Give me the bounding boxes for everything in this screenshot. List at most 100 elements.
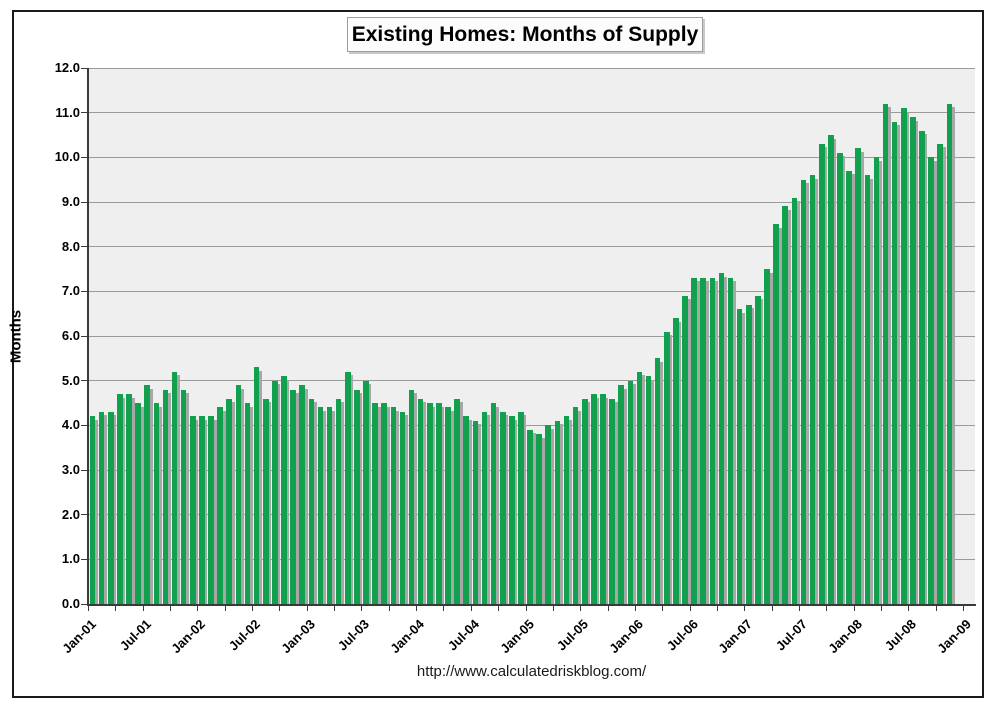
y-tick-mark-12.0	[81, 67, 87, 69]
bar-Oct-08	[937, 143, 943, 604]
y-tick-mark-5.0	[81, 380, 87, 382]
bar-Oct-03	[390, 407, 397, 604]
bar-Jul-06	[691, 277, 697, 604]
x-tick-mark	[279, 606, 281, 611]
bar-Sep-04	[490, 403, 497, 604]
bar-Mar-04	[436, 403, 442, 604]
x-tick-mark	[744, 606, 746, 611]
x-tick-mark	[306, 606, 308, 611]
bar-Aug-06	[700, 277, 707, 604]
bar-Feb-05	[536, 434, 542, 604]
bar-Feb-03	[317, 407, 324, 604]
y-tick-mark-2.0	[81, 514, 87, 516]
x-tick-mark	[798, 606, 800, 611]
bar-Oct-05	[609, 398, 615, 604]
bar-Dec-04	[518, 411, 524, 604]
bar-Jun-04	[463, 416, 470, 604]
bar-Nov-04	[509, 416, 515, 604]
bar-Mar-01	[107, 411, 114, 604]
gridline-12.0	[88, 67, 975, 69]
bar-Feb-07	[755, 295, 761, 604]
y-tick-mark-7.0	[81, 290, 87, 292]
gridline-9.0	[88, 201, 975, 203]
bar-Feb-06	[645, 376, 652, 604]
y-tick-label-6.0: 6.0	[61, 328, 80, 343]
bar-Jun-05	[572, 407, 579, 604]
bar-Apr-08	[882, 103, 889, 604]
x-axis-line	[87, 604, 976, 606]
y-tick-mark-9.0	[81, 201, 87, 203]
x-tick-mark	[826, 606, 828, 611]
x-tick-mark	[716, 606, 718, 611]
bar-Jan-08	[855, 148, 861, 604]
bar-Feb-02	[208, 416, 214, 604]
bar-Nov-07	[837, 152, 843, 604]
bar-Oct-06	[718, 273, 725, 604]
bar-Mar-05	[545, 425, 552, 604]
gridline-10.0	[88, 156, 975, 158]
bar-Oct-07	[828, 135, 834, 604]
y-tick-label-12.0: 12.0	[54, 60, 80, 75]
x-tick-mark	[935, 606, 937, 611]
bar-Jul-07	[800, 179, 807, 604]
bar-Mar-07	[764, 269, 770, 604]
bar-Nov-06	[727, 277, 734, 604]
bar-Jun-02	[244, 403, 251, 604]
gridline-6.0	[88, 335, 975, 337]
bar-Aug-05	[591, 394, 597, 604]
bar-Jan-01	[89, 416, 96, 604]
y-tick-mark-10.0	[81, 156, 87, 158]
y-tick-label-4.0: 4.0	[61, 417, 80, 433]
x-tick-mark	[634, 606, 636, 611]
bar-Jan-03	[308, 398, 315, 604]
bar-Dec-03	[408, 389, 415, 604]
x-tick-mark	[252, 606, 254, 611]
bar-May-06	[673, 318, 679, 604]
bar-Mar-06	[654, 358, 661, 604]
bar-Dec-06	[736, 309, 743, 604]
bar-Dec-07	[846, 170, 852, 604]
x-tick-mark	[552, 606, 554, 611]
bar-Jan-02	[199, 416, 205, 604]
x-tick-mark	[771, 606, 773, 611]
gridline-7.0	[88, 290, 975, 292]
x-tick-mark	[853, 606, 855, 611]
gridline-5.0	[88, 380, 975, 382]
x-tick-mark	[908, 606, 910, 611]
x-tick-mark	[525, 606, 527, 611]
bar-Nov-05	[618, 385, 624, 604]
bar-Mar-03	[326, 407, 333, 604]
bar-Apr-05	[554, 420, 561, 604]
bar-May-01	[126, 394, 132, 604]
y-tick-label-1.0: 1.0	[61, 551, 80, 567]
gridline-4.0	[88, 424, 975, 426]
bar-May-02	[235, 385, 242, 604]
bar-Aug-07	[809, 175, 816, 604]
bar-Jan-07	[746, 304, 752, 604]
bar-Feb-01	[98, 411, 105, 604]
bar-Sep-08	[928, 157, 934, 604]
bar-Jun-01	[135, 403, 141, 604]
y-tick-label-2.0: 2.0	[61, 506, 80, 522]
x-tick-mark	[662, 606, 664, 611]
bar-Jul-03	[363, 380, 369, 604]
bar-Sep-05	[600, 394, 606, 604]
chart-title: Existing Homes: Months of Supply	[351, 22, 699, 46]
bar-Aug-02	[262, 398, 269, 604]
x-tick-mark	[689, 606, 691, 611]
bar-May-04	[454, 398, 460, 604]
y-tick-label-8.0: 8.0	[61, 238, 80, 254]
x-tick-mark	[361, 606, 363, 611]
bar-Aug-08	[919, 130, 925, 604]
bar-Jun-03	[354, 389, 360, 604]
y-tick-mark-4.0	[81, 424, 87, 426]
x-tick-mark	[470, 606, 472, 611]
bar-Apr-01	[117, 394, 123, 604]
bar-Apr-06	[663, 331, 670, 604]
bar-Sep-07	[818, 143, 825, 604]
bar-Nov-08	[946, 103, 953, 604]
bar-Sep-01	[162, 389, 169, 604]
x-tick-mark	[142, 606, 144, 611]
y-tick-mark-0.0	[81, 603, 87, 605]
gridline-8.0	[88, 246, 975, 248]
